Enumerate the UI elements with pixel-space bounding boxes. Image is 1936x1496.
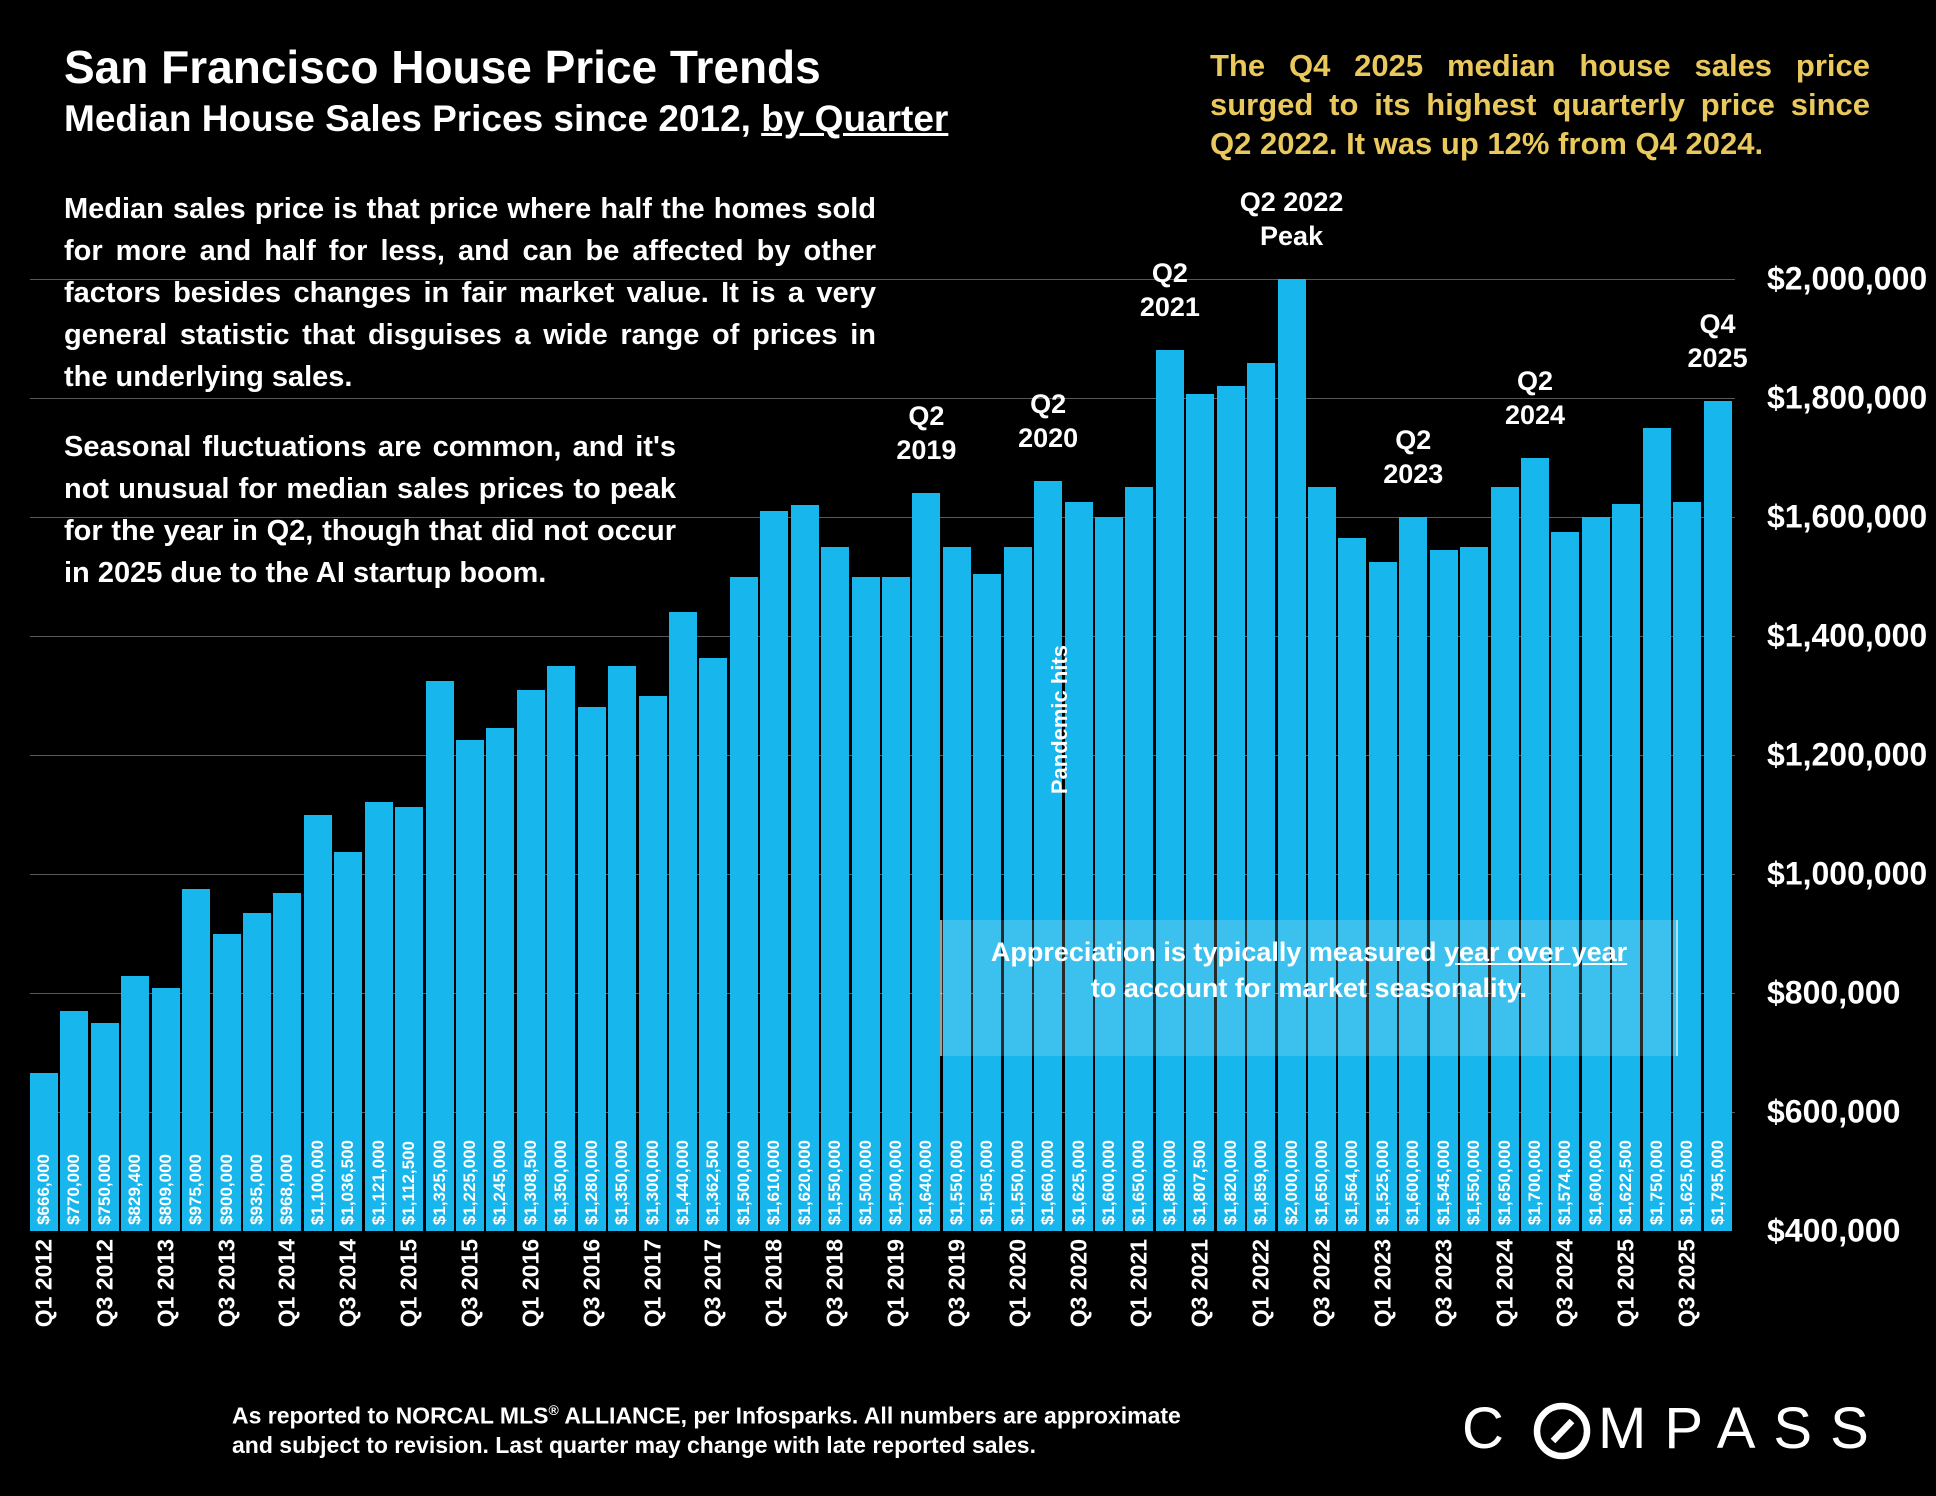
svg-text:MPASS: MPASS bbox=[1598, 1398, 1885, 1461]
